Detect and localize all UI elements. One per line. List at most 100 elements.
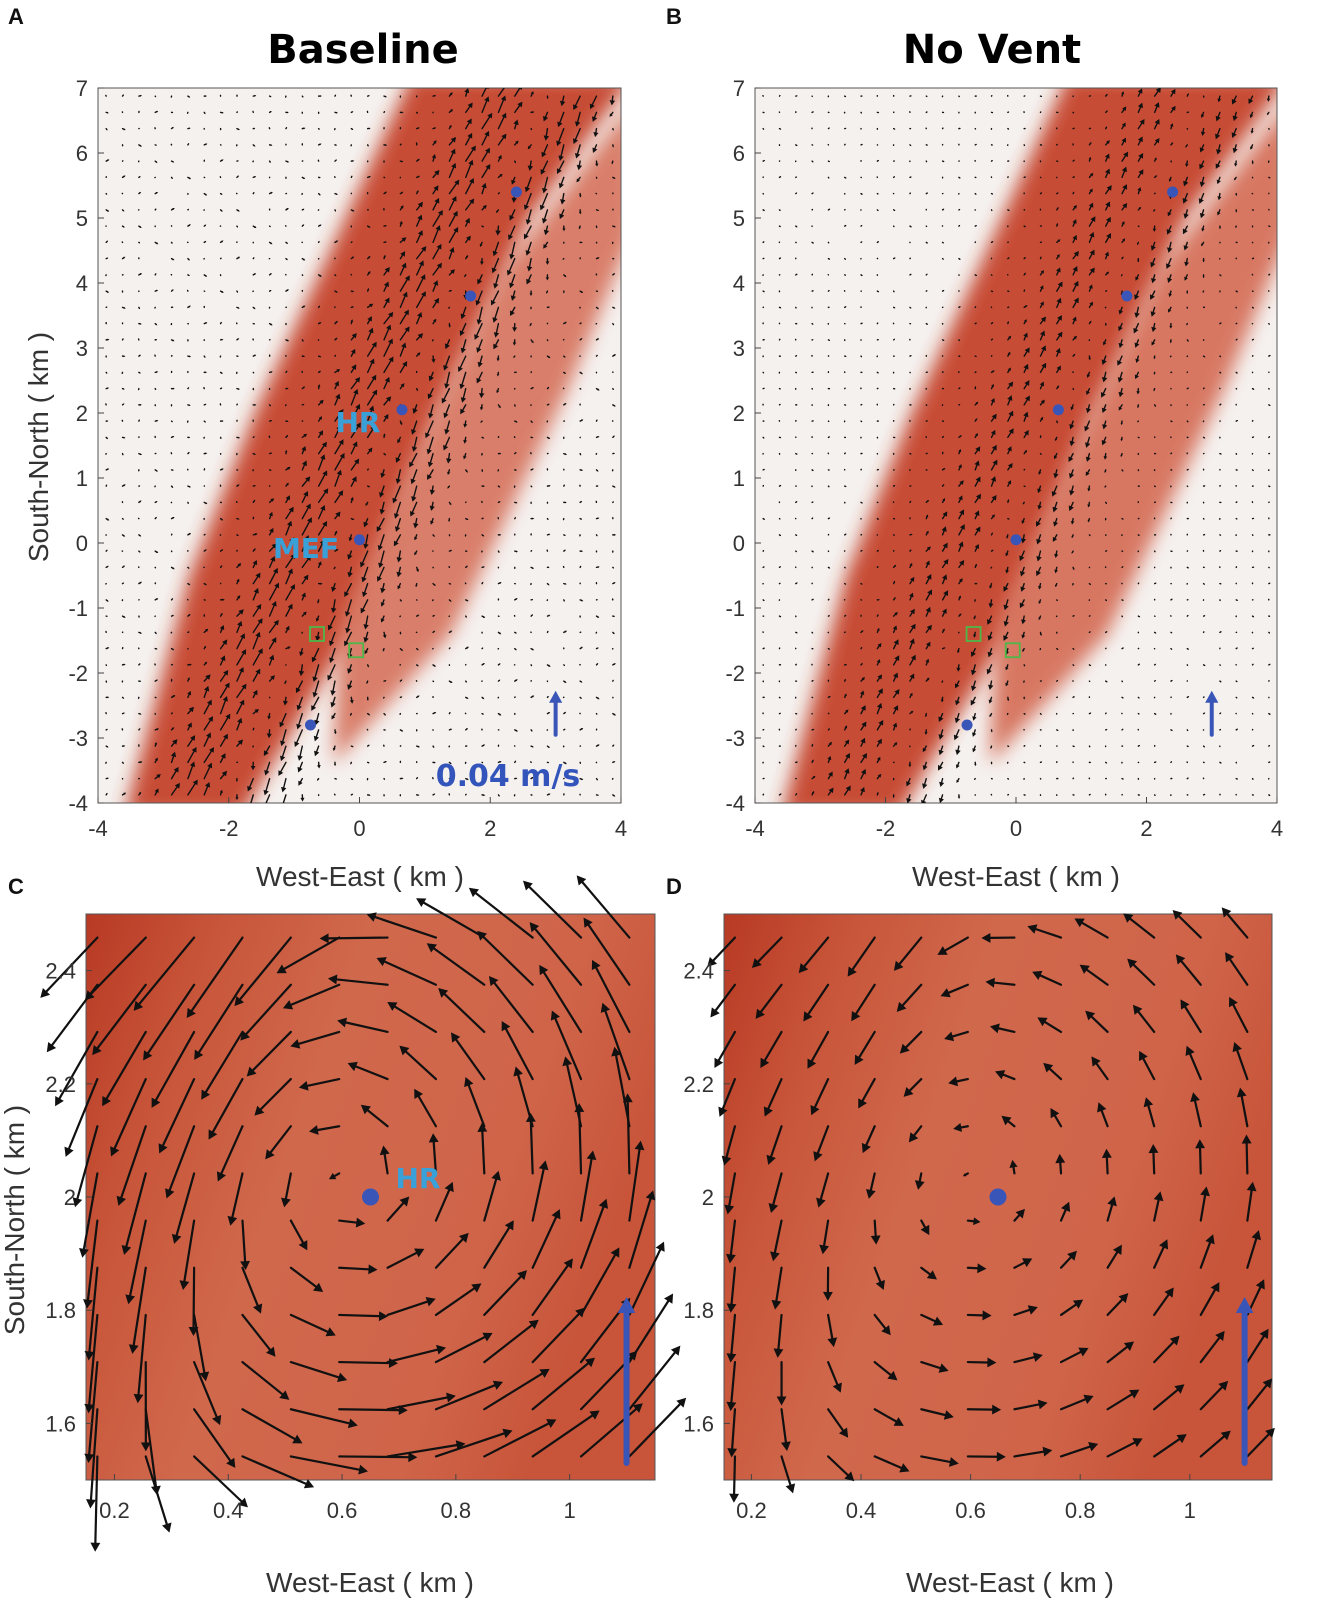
vector-shaft: [448, 166, 455, 179]
vector-head: [580, 565, 582, 567]
vector-arrow: [268, 556, 276, 569]
vector-head: [204, 112, 206, 115]
vector-arrow: [513, 436, 516, 439]
vector-arrow: [397, 582, 402, 590]
vector-head: [482, 615, 486, 618]
vector-head: [221, 518, 224, 521]
vector-head: [350, 348, 356, 355]
vector-head: [241, 683, 247, 690]
vector-shaft: [236, 257, 240, 260]
vector-arrow: [827, 469, 830, 471]
vector-arrow: [285, 482, 289, 487]
vector-head: [509, 254, 515, 260]
vector-arrow: [219, 696, 228, 715]
vector-arrow: [331, 582, 337, 593]
vector-head: [796, 761, 799, 763]
vector-head: [579, 535, 581, 537]
vector-arrow: [301, 592, 306, 601]
y-tick-label: 0: [76, 531, 88, 556]
vector-head: [238, 609, 244, 615]
vector-head: [313, 735, 320, 742]
vector-head: [380, 618, 385, 623]
vector-shaft: [366, 468, 369, 471]
vector-arrow: [844, 501, 846, 504]
vector-arrow: [154, 95, 157, 98]
vector-arrow: [497, 154, 502, 162]
vector-shaft: [345, 582, 353, 594]
vector-head: [416, 761, 418, 762]
vector-head: [512, 342, 517, 346]
vector-shaft: [398, 582, 402, 587]
vector-head: [564, 356, 566, 358]
vector-shaft: [281, 745, 287, 758]
vector-arrow: [121, 599, 124, 602]
vector-shaft: [138, 728, 141, 731]
vector-head: [510, 295, 517, 301]
vector-head: [350, 319, 354, 322]
vector-arrow: [579, 306, 581, 309]
vector-head: [171, 370, 173, 372]
vector-shaft: [595, 615, 599, 618]
vector-head: [123, 663, 126, 666]
vector-head: [514, 714, 516, 716]
vector-shaft: [576, 144, 581, 155]
vector-head: [596, 535, 598, 537]
vector-head: [271, 600, 277, 607]
vector-shaft: [514, 517, 516, 520]
vector-arrow: [595, 322, 598, 325]
vector-arrow: [236, 633, 245, 650]
vector-arrow: [268, 567, 278, 585]
vector-arrow: [432, 711, 437, 715]
vector-arrow: [235, 144, 238, 147]
vector-arrow: [138, 615, 140, 618]
vector-head: [106, 565, 109, 568]
vector-arrow: [121, 484, 126, 487]
vector-head: [532, 436, 534, 439]
vector-arrow: [203, 436, 205, 440]
vector-head: [139, 453, 143, 456]
vector-shaft: [366, 362, 373, 374]
vector-arrow: [595, 566, 600, 569]
site-marker: [354, 534, 365, 546]
vector-shaft: [170, 647, 174, 651]
vector-arrow: [432, 534, 435, 537]
vector-arrow: [138, 144, 142, 147]
vector-head: [269, 307, 270, 309]
vector-shaft: [383, 342, 392, 357]
vector-head: [172, 258, 175, 261]
vector-head: [335, 144, 338, 146]
vector-arrow: [366, 664, 370, 668]
vector-head: [155, 208, 157, 210]
vector-shaft: [203, 240, 206, 244]
vector-shaft: [579, 419, 583, 422]
vector-arrow: [366, 468, 369, 471]
vector-head: [511, 197, 517, 203]
vector-arrow: [430, 517, 434, 525]
vector-head: [220, 565, 223, 567]
vector-head: [270, 452, 273, 455]
vector-arrow: [236, 175, 240, 179]
vector-head: [219, 484, 221, 486]
vector-head: [609, 100, 616, 106]
vector-head: [270, 144, 273, 146]
vector-head: [355, 403, 361, 410]
vector-head: [270, 371, 273, 374]
vector-head: [236, 322, 238, 324]
vector-head: [795, 111, 797, 112]
vector-arrow: [827, 306, 830, 309]
vector-shaft: [514, 105, 521, 114]
vector-shaft: [497, 712, 501, 716]
vector-arrow: [334, 290, 338, 293]
vector-arrow: [236, 717, 243, 731]
vector-shaft: [301, 507, 309, 520]
vector-head: [171, 242, 173, 244]
vector-head: [220, 321, 222, 324]
vector-head: [384, 453, 387, 456]
vector-head: [581, 419, 584, 422]
vector-head: [250, 765, 256, 771]
vector-head: [123, 484, 126, 487]
vector-arrow: [811, 339, 814, 341]
vector-head: [334, 129, 336, 131]
vector-shaft: [219, 468, 223, 471]
vector-head: [434, 761, 436, 764]
